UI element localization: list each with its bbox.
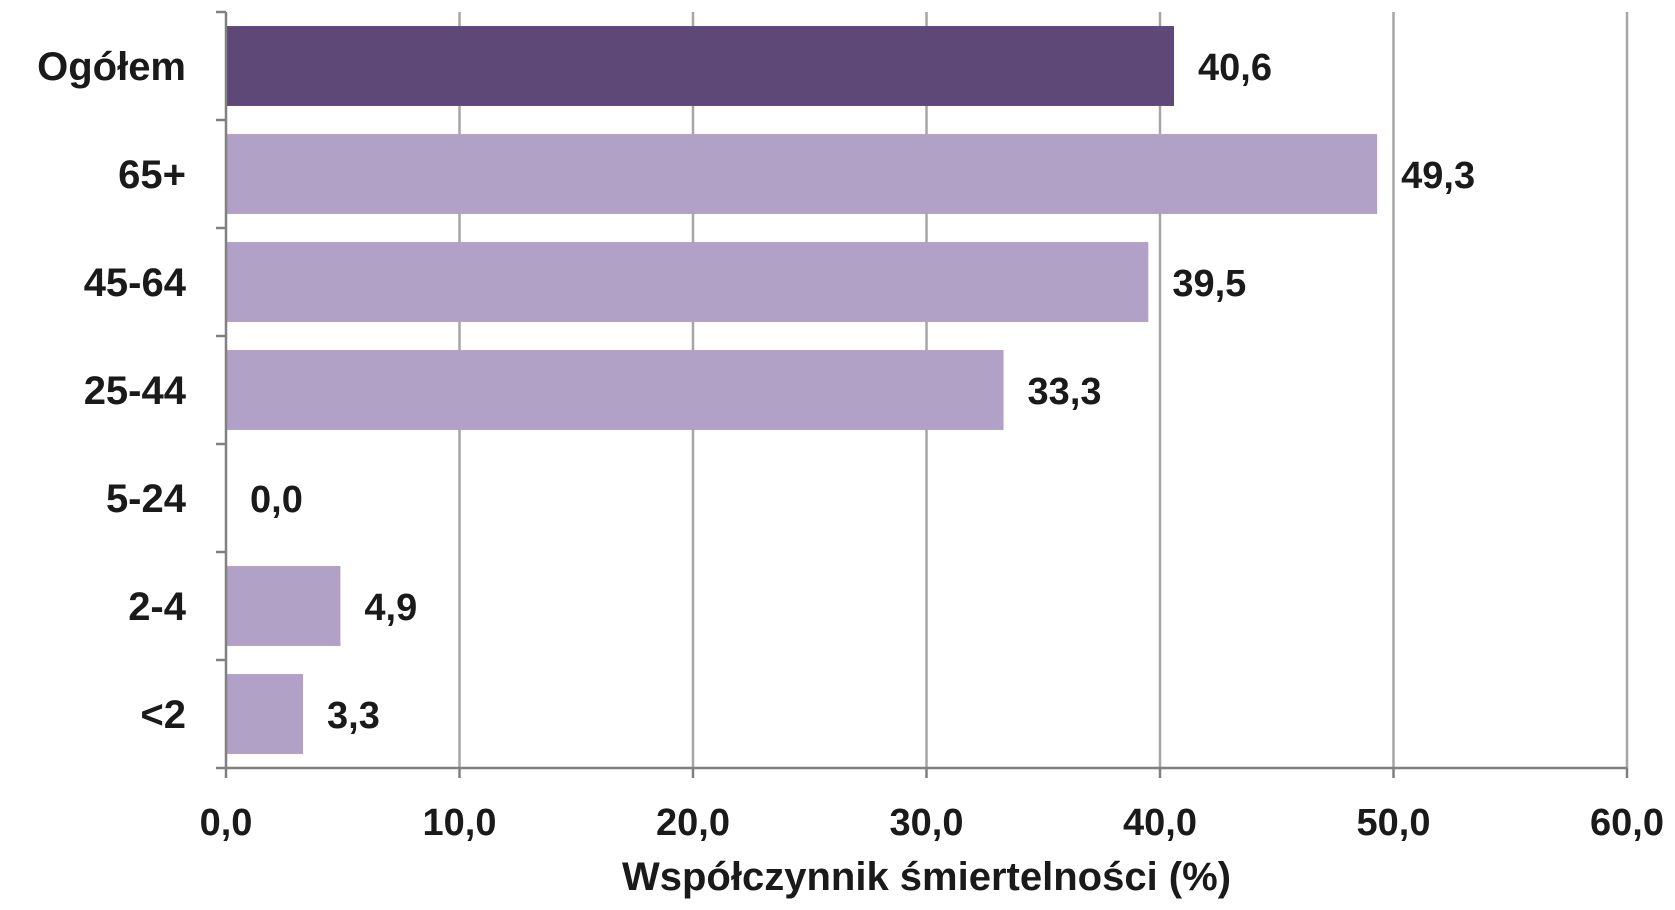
category-label: 2-4	[128, 585, 187, 629]
x-tick-label: 10,0	[423, 802, 497, 844]
axes	[216, 10, 1629, 778]
bar	[226, 350, 1004, 430]
labels: 0,0 10,0 20,0 30,0 40,0 50,0 60,0 Ogółem 40,6 65+…	[37, 45, 1664, 844]
x-tick-label: 60,0	[1590, 802, 1664, 844]
data-label: 0,0	[250, 479, 303, 521]
x-tick-label: 0,0	[200, 802, 253, 844]
data-label: 33,3	[1028, 371, 1102, 413]
bar	[226, 26, 1175, 106]
x-tick-label: 40,0	[1123, 802, 1197, 844]
category-label: Ogółem	[37, 45, 186, 89]
x-tick-label: 30,0	[890, 802, 964, 844]
bar	[226, 242, 1149, 322]
x-axis-title: Współczynnik śmiertelności (%)	[622, 855, 1231, 899]
category-label: 45-64	[84, 261, 187, 305]
x-tick-label: 20,0	[656, 802, 730, 844]
data-label: 39,5	[1172, 263, 1246, 305]
category-label: 65+	[118, 153, 186, 197]
bar	[226, 134, 1378, 214]
category-label: <2	[140, 693, 186, 737]
bar	[226, 566, 341, 646]
category-label: 25-44	[84, 369, 187, 413]
bar	[226, 674, 304, 754]
data-label: 3,3	[327, 695, 380, 737]
data-label: 49,3	[1401, 155, 1475, 197]
data-label: 40,6	[1198, 47, 1272, 89]
category-label: 5-24	[106, 477, 187, 521]
bars	[226, 26, 1378, 754]
data-label: 4,9	[364, 587, 417, 629]
x-tick-label: 50,0	[1357, 802, 1431, 844]
